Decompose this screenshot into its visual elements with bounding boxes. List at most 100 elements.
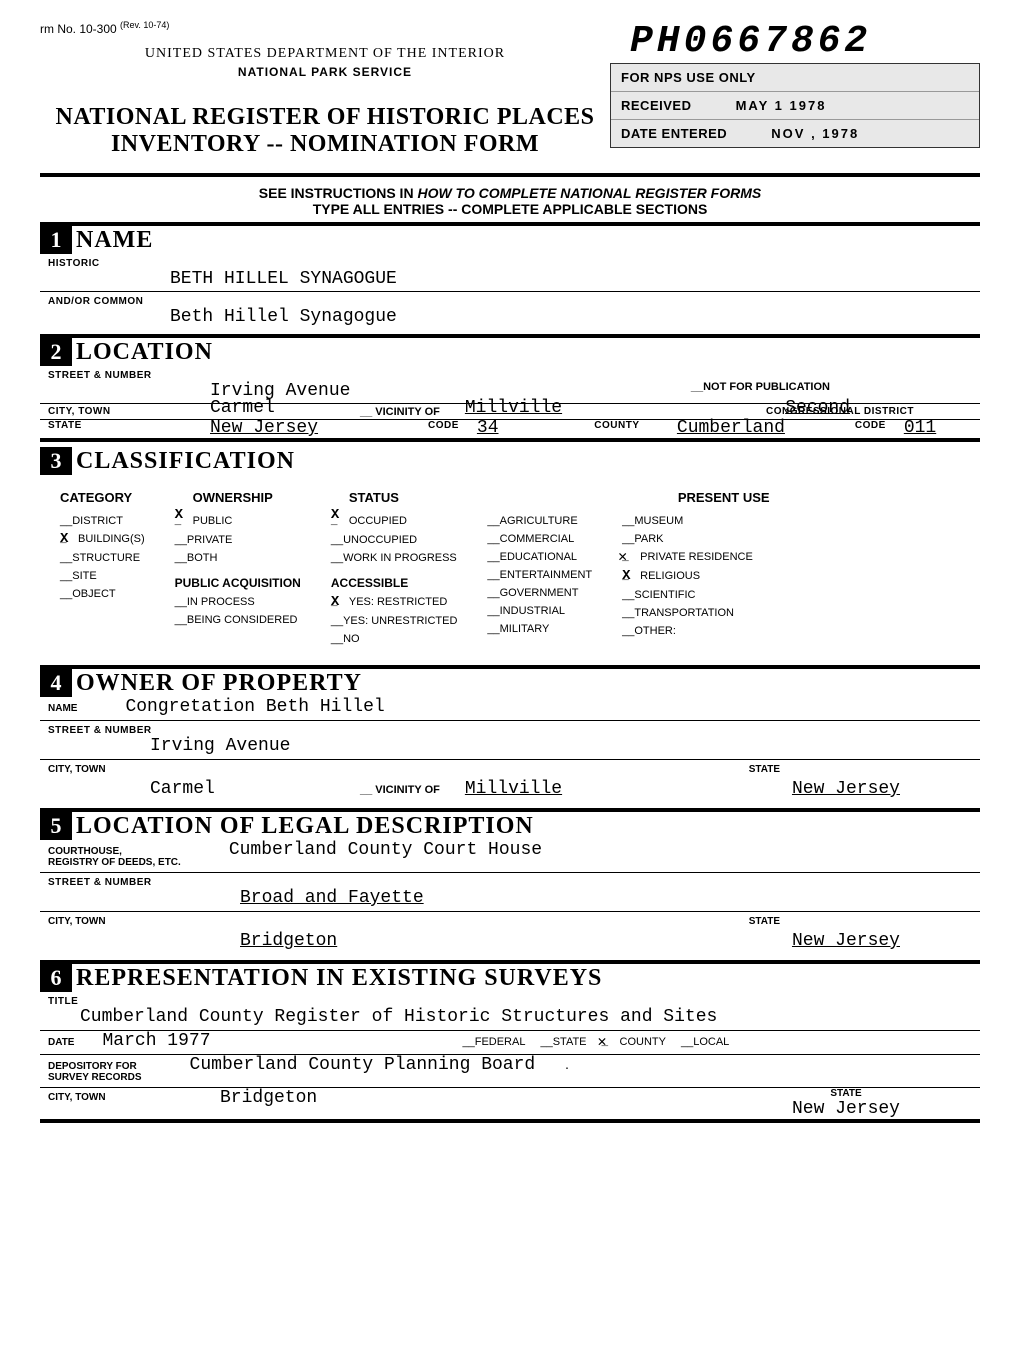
use-scientific: __SCIENTIFIC <box>622 589 753 601</box>
owner-street-row: Irving Avenue <box>40 736 980 760</box>
stat-unoccupied: __UNOCCUPIED <box>331 534 458 546</box>
owner-state-value: New Jersey <box>782 779 980 799</box>
header-left-col: rm No. 10-300 (Rev. 10-74) UNITED STATES… <box>40 20 610 158</box>
owner-street-value: Irving Avenue <box>40 736 290 756</box>
title-line-2: INVENTORY -- NOMINATION FORM <box>40 131 610 158</box>
survey-state-value: New Jersey <box>792 1099 900 1119</box>
entered-label: DATE ENTERED <box>621 126 727 141</box>
historic-label: HISTORIC <box>40 254 980 269</box>
form-number: rm No. 10-300 <box>40 22 117 36</box>
section-5-title: LOCATION OF LEGAL DESCRIPTION <box>76 813 534 840</box>
use-transportation: __TRANSPORTATION <box>622 607 753 619</box>
use-military: __MILITARY <box>487 623 592 635</box>
legal-courthouse-row: COURTHOUSE, REGISTRY OF DEEDS, ETC. Cumb… <box>40 840 980 873</box>
stat-occupied: _OCCUPIED <box>331 515 458 528</box>
loc-district-value: Second <box>775 398 980 418</box>
form-meta: rm No. 10-300 (Rev. 10-74) <box>40 20 610 36</box>
use-government: __GOVERNMENT <box>487 587 592 599</box>
loc-code-value: 34 <box>467 418 567 438</box>
loc-vicinity-value: Millville <box>455 398 562 418</box>
loc-county-code-value: 011 <box>894 418 936 438</box>
section-2-header: 2 LOCATION <box>40 334 980 366</box>
loc-vicinity-label: __ VICINITY OF <box>360 398 455 418</box>
own-considered: __BEING CONSIDERED <box>175 614 301 626</box>
owner-state-label: STATE <box>741 760 980 779</box>
section-1-header: 1 NAME <box>40 222 980 254</box>
nps-use-box: FOR NPS USE ONLY RECEIVED MAY 1 1978 DAT… <box>610 63 980 148</box>
use-museum: __MUSEUM <box>622 515 753 527</box>
header-right-col: PH0667862 FOR NPS USE ONLY RECEIVED MAY … <box>610 20 980 148</box>
instructions-line-1: SEE INSTRUCTIONS IN HOW TO COMPLETE NATI… <box>259 185 761 201</box>
status-header: STATUS <box>331 490 458 505</box>
stat-wip: __WORK IN PROGRESS <box>331 552 458 564</box>
legal-city-row: Bridgeton New Jersey <box>40 931 980 955</box>
own-private: __PRIVATE <box>175 534 301 546</box>
use-box-received: RECEIVED MAY 1 1978 <box>611 92 979 120</box>
survey-depository-row: DEPOSITORY FOR SURVEY RECORDS Cumberland… <box>40 1055 980 1088</box>
service-text: NATIONAL PARK SERVICE <box>40 65 610 79</box>
survey-depository-label: DEPOSITORY FOR SURVEY RECORDS <box>40 1057 150 1087</box>
present-use-header: PRESENT USE <box>487 490 960 505</box>
use-commercial: __COMMERCIAL <box>487 533 592 545</box>
owner-name-row: NAME Congretation Beth Hillel <box>40 697 980 721</box>
ownership-header: OWNERSHIP <box>175 490 301 505</box>
present-use-column: PRESENT USE __AGRICULTURE __COMMERCIAL _… <box>487 490 960 645</box>
loc-state-row: STATE New Jersey CODE 34 COUNTY Cumberla… <box>40 418 980 442</box>
loc-county-value: Cumberland <box>667 418 847 438</box>
section-1-title: NAME <box>76 227 153 254</box>
use-industrial: __INDUSTRIAL <box>487 605 592 617</box>
common-value: Beth Hillel Synagogue <box>40 307 980 329</box>
survey-title-row: Cumberland County Register of Historic S… <box>40 1007 980 1031</box>
survey-city-value: Bridgeton <box>210 1088 317 1119</box>
survey-state: __STATE <box>540 1036 586 1048</box>
legal-courthouse-label: COURTHOUSE, REGISTRY OF DEEDS, ETC. <box>40 842 189 872</box>
historic-value: BETH HILLEL SYNAGOGUE <box>40 269 980 292</box>
use-agriculture: __AGRICULTURE <box>487 515 592 527</box>
owner-name-label: NAME <box>40 699 85 718</box>
section-6-num: 6 <box>40 964 72 992</box>
legal-street-value: Broad and Fayette <box>40 888 424 908</box>
form-revision: (Rev. 10-74) <box>120 20 169 30</box>
owner-city-value: Carmel <box>40 779 360 799</box>
common-label: AND/OR COMMON <box>40 292 980 307</box>
section-6-header: 6 REPRESENTATION IN EXISTING SURVEYS <box>40 960 980 992</box>
classification-grid: CATEGORY __DISTRICT _BUILDING(S) __STRUC… <box>40 475 980 660</box>
section-6-title: REPRESENTATION IN EXISTING SURVEYS <box>76 965 602 992</box>
stat-yes-u: __YES: UNRESTRICTED <box>331 615 458 627</box>
section-3-num: 3 <box>40 447 72 475</box>
stat-no: __NO <box>331 633 458 645</box>
use-box-entered: DATE ENTERED NOV , 1978 <box>611 120 979 147</box>
survey-city-row: CITY, TOWN Bridgeton STATE New Jersey <box>40 1088 980 1123</box>
section-3-title: CLASSIFICATION <box>76 448 295 475</box>
loc-state-value: New Jersey <box>140 418 420 438</box>
own-inprocess: __IN PROCESS <box>175 596 301 608</box>
instructions-line-2: TYPE ALL ENTRIES -- COMPLETE APPLICABLE … <box>313 201 708 217</box>
legal-city-value: Bridgeton <box>40 931 337 951</box>
survey-federal: __FEDERAL <box>462 1036 525 1048</box>
category-header: CATEGORY <box>60 490 145 505</box>
handwritten-id: PH0667862 <box>630 20 980 63</box>
section-2-num: 2 <box>40 338 72 366</box>
survey-city-label: CITY, TOWN <box>40 1088 210 1119</box>
survey-date-label: DATE <box>40 1033 82 1052</box>
legal-city-label: CITY, TOWN <box>40 912 114 931</box>
section-2-title: LOCATION <box>76 339 213 366</box>
cat-district: __DISTRICT <box>60 515 145 527</box>
legal-city-header: CITY, TOWN STATE <box>40 912 980 931</box>
survey-title-value: Cumberland County Register of Historic S… <box>40 1007 717 1027</box>
owner-vicinity-label: __ VICINITY OF <box>360 784 455 796</box>
use-col-2: __MUSEUM __PARK _PRIVATE RESIDENCE _RELI… <box>622 515 753 637</box>
accessible-header: ACCESSIBLE <box>331 576 458 590</box>
own-both: __BOTH <box>175 552 301 564</box>
cat-site: __SITE <box>60 570 145 582</box>
survey-date-value: March 1977 <box>82 1031 462 1051</box>
section-5-num: 5 <box>40 812 72 840</box>
legal-state-value: New Jersey <box>782 931 980 951</box>
owner-city-header: CITY, TOWN STATE <box>40 760 980 779</box>
entered-value: NOV , 1978 <box>771 126 859 141</box>
header-center: UNITED STATES DEPARTMENT OF THE INTERIOR… <box>40 36 610 158</box>
legal-street-label: STREET & NUMBER <box>40 873 980 888</box>
title-line-1: NATIONAL REGISTER OF HISTORIC PLACES <box>40 104 610 131</box>
loc-county-label: COUNTY <box>567 418 667 438</box>
received-label: RECEIVED <box>621 98 691 113</box>
